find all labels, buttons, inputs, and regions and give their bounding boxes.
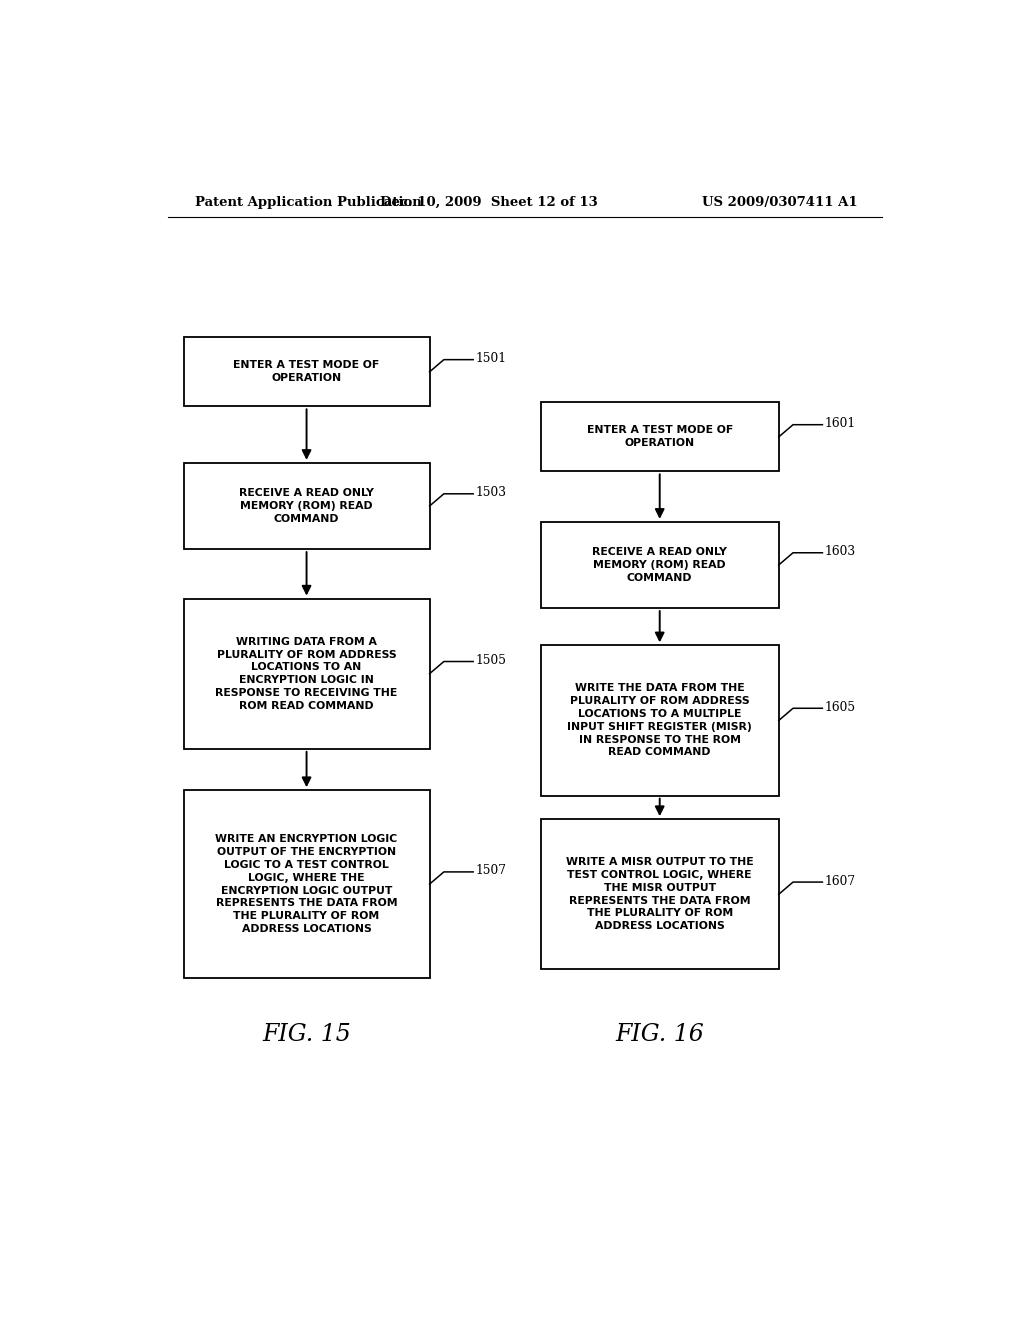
- FancyBboxPatch shape: [541, 818, 779, 969]
- FancyBboxPatch shape: [183, 598, 430, 748]
- FancyBboxPatch shape: [541, 645, 779, 796]
- Text: RECEIVE A READ ONLY
MEMORY (ROM) READ
COMMAND: RECEIVE A READ ONLY MEMORY (ROM) READ CO…: [240, 488, 374, 524]
- Text: US 2009/0307411 A1: US 2009/0307411 A1: [702, 195, 858, 209]
- Text: 1607: 1607: [824, 875, 856, 887]
- Text: 1507: 1507: [475, 865, 507, 878]
- Text: WRITE A MISR OUTPUT TO THE
TEST CONTROL LOGIC, WHERE
THE MISR OUTPUT
REPRESENTS : WRITE A MISR OUTPUT TO THE TEST CONTROL …: [566, 857, 754, 932]
- Text: WRITE AN ENCRYPTION LOGIC
OUTPUT OF THE ENCRYPTION
LOGIC TO A TEST CONTROL
LOGIC: WRITE AN ENCRYPTION LOGIC OUTPUT OF THE …: [215, 834, 397, 935]
- FancyBboxPatch shape: [183, 791, 430, 978]
- Text: 1505: 1505: [475, 653, 507, 667]
- Text: 1501: 1501: [475, 352, 507, 366]
- Text: 1603: 1603: [824, 545, 856, 558]
- Text: 1605: 1605: [824, 701, 856, 714]
- Text: Dec. 10, 2009  Sheet 12 of 13: Dec. 10, 2009 Sheet 12 of 13: [380, 195, 598, 209]
- Text: FIG. 16: FIG. 16: [615, 1023, 705, 1045]
- Text: Patent Application Publication: Patent Application Publication: [196, 195, 422, 209]
- Text: WRITING DATA FROM A
PLURALITY OF ROM ADDRESS
LOCATIONS TO AN
ENCRYPTION LOGIC IN: WRITING DATA FROM A PLURALITY OF ROM ADD…: [215, 636, 397, 710]
- FancyBboxPatch shape: [541, 403, 779, 471]
- FancyBboxPatch shape: [541, 521, 779, 609]
- Text: ENTER A TEST MODE OF
OPERATION: ENTER A TEST MODE OF OPERATION: [233, 360, 380, 383]
- FancyBboxPatch shape: [183, 338, 430, 407]
- Text: 1601: 1601: [824, 417, 856, 430]
- Text: FIG. 15: FIG. 15: [262, 1023, 351, 1045]
- Text: WRITE THE DATA FROM THE
PLURALITY OF ROM ADDRESS
LOCATIONS TO A MULTIPLE
INPUT S: WRITE THE DATA FROM THE PLURALITY OF ROM…: [567, 684, 752, 758]
- Text: ENTER A TEST MODE OF
OPERATION: ENTER A TEST MODE OF OPERATION: [587, 425, 733, 449]
- Text: 1503: 1503: [475, 486, 507, 499]
- Text: RECEIVE A READ ONLY
MEMORY (ROM) READ
COMMAND: RECEIVE A READ ONLY MEMORY (ROM) READ CO…: [592, 548, 727, 582]
- FancyBboxPatch shape: [183, 463, 430, 549]
